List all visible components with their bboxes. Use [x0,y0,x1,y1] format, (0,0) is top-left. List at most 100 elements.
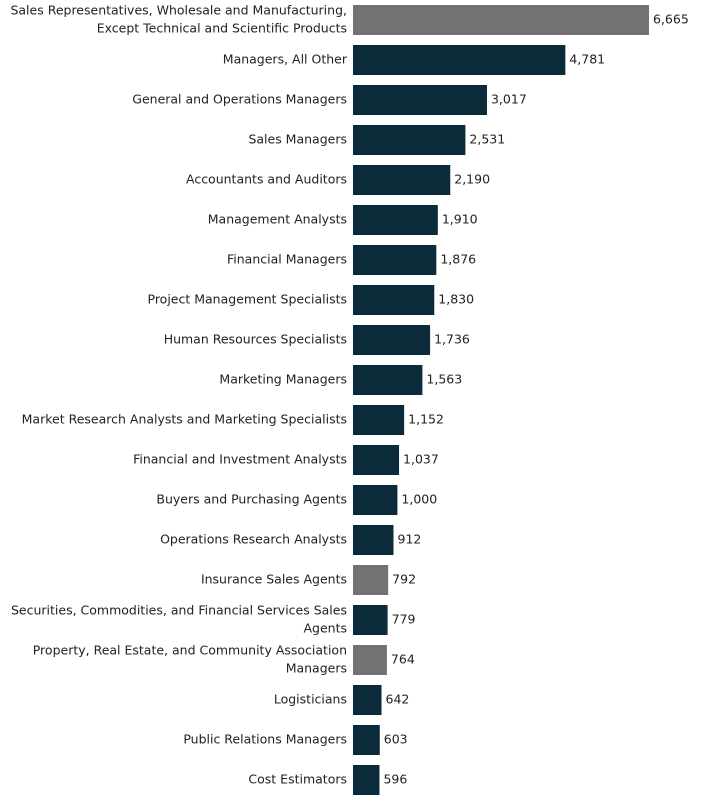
bar-row: Public Relations Managers 603 [183,725,408,755]
category-label-line: Project Management Specialists [148,292,348,307]
category-label: Public Relations Managers [183,732,347,747]
category-label-line: General and Operations Managers [132,92,347,107]
value-label: 1,000 [401,492,437,507]
value-label: 912 [398,532,422,547]
bar-row: Human Resources Specialists 1,736 [164,325,470,355]
category-label: Financial and Investment Analysts [133,452,347,467]
value-label: 792 [392,572,416,587]
category-label: Sales Representatives, Wholesale and Man… [10,3,347,36]
bar-row: Accountants and Auditors 2,190 [186,165,490,195]
bar-row: Insurance Sales Agents 792 [201,565,416,595]
value-label: 2,190 [454,172,490,187]
category-label: Management Analysts [208,212,347,227]
category-label-line: Financial Managers [227,252,347,267]
value-label: 1,830 [438,292,474,307]
value-label: 1,563 [426,372,462,387]
value-label: 1,736 [434,332,470,347]
bar-row: Management Analysts 1,910 [208,205,478,235]
category-label-line: Managers, All Other [223,52,348,67]
bar-row: Financial Managers 1,876 [227,245,476,275]
bar-row: Property, Real Estate, and Community Ass… [33,643,415,676]
category-label: Sales Managers [248,132,347,147]
bar [353,205,438,235]
category-label: Project Management Specialists [148,292,348,307]
bar [353,445,400,475]
bar-row: Operations Research Analysts 912 [160,525,421,555]
category-label-line: Except Technical and Scientific Products [97,21,347,36]
bar-row: Logisticians 642 [274,685,410,715]
bar [353,365,423,395]
value-label: 1,037 [403,452,439,467]
bar [353,605,388,635]
category-label-line: Human Resources Specialists [164,332,347,347]
value-label: 3,017 [491,92,527,107]
value-label: 603 [384,732,408,747]
category-label: Managers, All Other [223,52,348,67]
category-label: Logisticians [274,692,347,707]
bar [353,525,394,555]
category-label: General and Operations Managers [132,92,347,107]
bar [353,125,466,155]
bar-row: Project Management Specialists 1,830 [148,285,474,315]
category-label: Securities, Commodities, and Financial S… [11,603,347,636]
bar-row: Sales Representatives, Wholesale and Man… [10,3,688,36]
bar [353,85,487,115]
bar [353,645,387,675]
category-label-line: Property, Real Estate, and Community Ass… [33,643,347,658]
value-label: 4,781 [569,52,605,67]
category-label-line: Accountants and Auditors [186,172,347,187]
bar-row: Financial and Investment Analysts 1,037 [133,445,439,475]
category-label-line: Marketing Managers [219,372,347,387]
category-label-line: Financial and Investment Analysts [133,452,347,467]
category-label-line: Buyers and Purchasing Agents [156,492,347,507]
value-label: 596 [383,772,407,787]
category-label-line: Operations Research Analysts [160,532,347,547]
value-label: 764 [391,652,415,667]
bar [353,5,649,35]
bar [353,765,380,795]
category-label-line: Market Research Analysts and Marketing S… [22,412,347,427]
value-label: 642 [386,692,410,707]
category-label-line: Logisticians [274,692,347,707]
category-label: Human Resources Specialists [164,332,347,347]
category-label: Cost Estimators [248,772,347,787]
bar-row: Market Research Analysts and Marketing S… [22,405,444,435]
category-label-line: Management Analysts [208,212,347,227]
category-label-line: Sales Managers [248,132,347,147]
bar [353,165,451,195]
bar-row: Managers, All Other 4,781 [223,45,605,75]
category-label: Property, Real Estate, and Community Ass… [33,643,347,676]
category-label-line: Cost Estimators [248,772,347,787]
bar-row: Marketing Managers 1,563 [219,365,462,395]
bar-row: Cost Estimators 596 [248,765,407,795]
category-label: Financial Managers [227,252,347,267]
value-label: 1,876 [440,252,476,267]
category-label: Market Research Analysts and Marketing S… [22,412,347,427]
category-label: Accountants and Auditors [186,172,347,187]
value-label: 6,665 [653,12,689,27]
bar [353,565,389,595]
value-label: 1,152 [408,412,444,427]
value-label: 2,531 [469,132,505,147]
bar-row: Securities, Commodities, and Financial S… [11,603,416,636]
bar-row: Buyers and Purchasing Agents 1,000 [156,485,437,515]
category-label-line: Securities, Commodities, and Financial S… [11,603,347,618]
bar [353,285,435,315]
bar [353,325,431,355]
bar [353,485,398,515]
category-label-line: Managers [286,661,347,676]
category-label-line: Sales Representatives, Wholesale and Man… [10,3,347,18]
category-label: Insurance Sales Agents [201,572,347,587]
category-label-line: Agents [303,621,347,636]
category-label-line: Insurance Sales Agents [201,572,347,587]
value-label: 1,910 [442,212,478,227]
bar [353,685,382,715]
category-label: Operations Research Analysts [160,532,347,547]
category-label-line: Public Relations Managers [183,732,347,747]
bar-row: Sales Managers 2,531 [248,125,505,155]
category-label: Buyers and Purchasing Agents [156,492,347,507]
bar [353,45,566,75]
bar [353,405,405,435]
bar [353,725,380,755]
